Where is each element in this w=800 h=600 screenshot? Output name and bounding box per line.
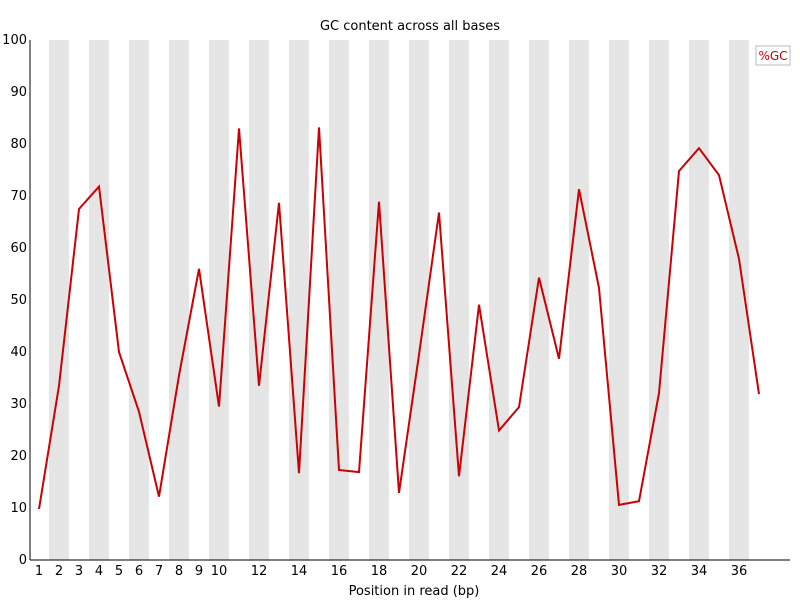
shade-column (569, 40, 589, 560)
x-tick-label: 10 (211, 564, 228, 579)
x-tick-label: 7 (155, 564, 163, 579)
x-tick-label: 12 (251, 564, 268, 579)
x-tick-label: 2 (55, 564, 63, 579)
y-tick-label: 60 (10, 241, 27, 256)
x-axis-ticks: 1 2 3 4 5 6 7 8 9 10 12 14 16 18 20 22 24 26 28 30 32 34 36 (35, 564, 747, 579)
x-axis-label: Position in read (bp) (349, 584, 480, 599)
shade-column (369, 40, 389, 560)
shade-column (449, 40, 469, 560)
x-tick-label: 8 (175, 564, 183, 579)
x-tick-label: 32 (651, 564, 668, 579)
series-layer (38, 127, 760, 510)
shade-column (289, 40, 309, 560)
shade-column (89, 40, 109, 560)
y-tick-label: 20 (10, 449, 27, 464)
shade-column (209, 40, 229, 560)
x-tick-label: 18 (371, 564, 388, 579)
y-axis-ticks: 0 10 20 30 40 50 60 70 80 90 100 (2, 33, 27, 568)
shade-column (609, 40, 629, 560)
x-tick-label: 20 (411, 564, 428, 579)
x-tick-label: 30 (611, 564, 628, 579)
y-tick-label: 30 (10, 397, 27, 412)
y-tick-label: 40 (10, 345, 27, 360)
x-tick-label: 3 (75, 564, 83, 579)
x-tick-label: 1 (35, 564, 43, 579)
legend: %GC (755, 45, 791, 66)
x-tick-label: 9 (195, 564, 203, 579)
y-tick-label: 0 (19, 553, 27, 568)
shade-column (689, 40, 709, 560)
shade-column (249, 40, 269, 560)
x-tick-label: 14 (291, 564, 308, 579)
y-tick-label: 90 (10, 85, 27, 100)
shade-column (529, 40, 549, 560)
x-tick-label: 26 (531, 564, 548, 579)
column-shading (49, 40, 749, 560)
shade-column (489, 40, 509, 560)
shade-column (169, 40, 189, 560)
y-tick-label: 80 (10, 137, 27, 152)
x-tick-label: 4 (95, 564, 103, 579)
y-tick-label: 50 (10, 293, 27, 308)
x-tick-label: 28 (571, 564, 588, 579)
y-tick-label: 70 (10, 189, 27, 204)
x-tick-label: 22 (451, 564, 468, 579)
shade-column (329, 40, 349, 560)
x-tick-label: 5 (115, 564, 123, 579)
legend-box (755, 45, 791, 66)
shade-column (729, 40, 749, 560)
x-tick-label: 6 (135, 564, 143, 579)
y-tick-label: 100 (2, 33, 27, 48)
x-tick-label: 16 (331, 564, 348, 579)
shade-column (49, 40, 69, 560)
x-tick-label: 36 (731, 564, 748, 579)
y-tick-label: 10 (10, 501, 27, 516)
x-tick-label: 34 (691, 564, 708, 579)
shade-column (409, 40, 429, 560)
shade-column (129, 40, 149, 560)
shade-column (649, 40, 669, 560)
legend-label-gc: %GC (758, 49, 787, 63)
x-tick-label: 24 (491, 564, 508, 579)
series-line-gc (38, 127, 760, 510)
chart-title: GC content across all bases (320, 19, 500, 34)
